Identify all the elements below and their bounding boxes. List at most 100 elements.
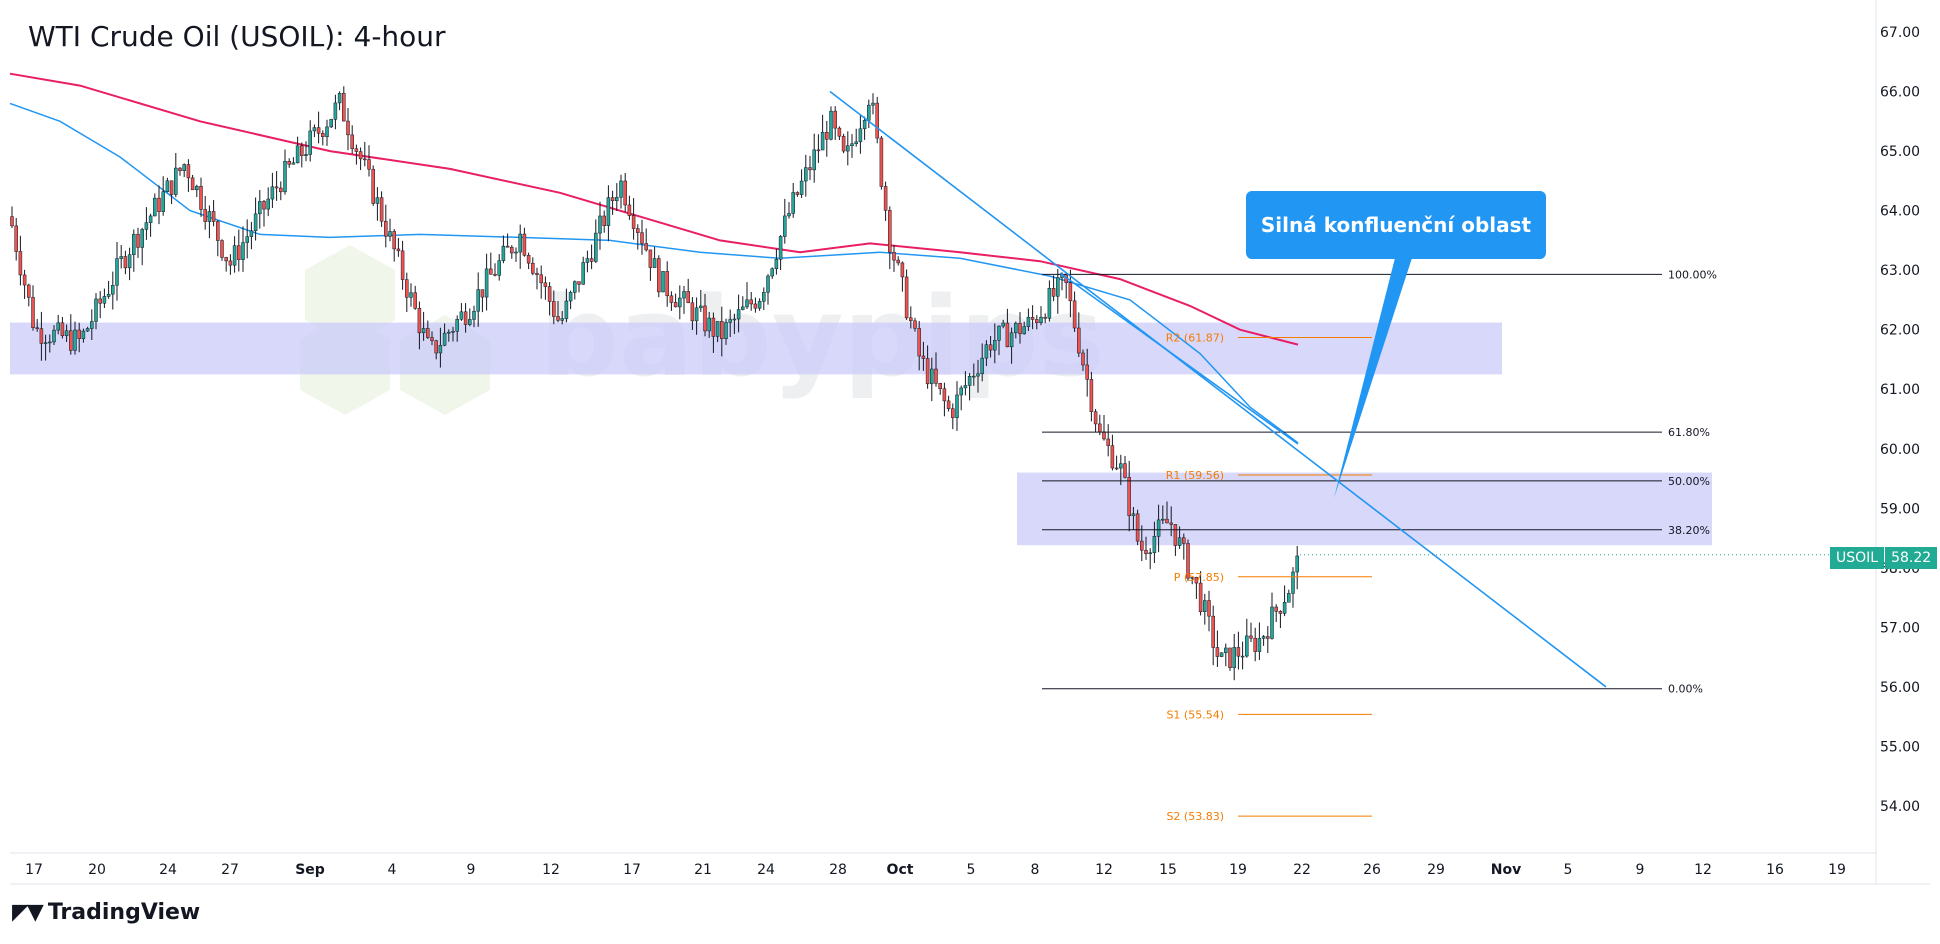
candle-body: [543, 282, 548, 287]
candle-body: [816, 149, 821, 152]
candle-body: [106, 293, 111, 297]
candle-body: [346, 120, 350, 136]
candle-body: [959, 387, 963, 396]
candle-body: [409, 292, 413, 298]
candle-body: [1245, 635, 1249, 657]
candle-body: [686, 291, 690, 304]
candle-body: [728, 319, 732, 323]
candle-body: [1001, 322, 1005, 327]
candle-body: [463, 311, 468, 325]
candle-body: [623, 180, 627, 206]
candle-body: [1072, 300, 1077, 329]
candle-body: [846, 145, 850, 152]
candle-body: [18, 251, 23, 276]
time-tick-label: 19: [1229, 862, 1247, 878]
candle-body: [946, 400, 951, 409]
candle-body: [333, 102, 338, 120]
candle-body: [81, 330, 86, 339]
candle-body: [854, 141, 858, 144]
price-tick-label: 66.00: [1880, 85, 1920, 101]
candle-body: [249, 230, 254, 237]
candle-body: [115, 258, 119, 286]
candle-body: [988, 344, 993, 351]
candle-body: [1182, 537, 1186, 544]
candle-body: [174, 167, 178, 195]
brand-label: TradingView: [47, 900, 201, 925]
fibonacci-retracement[interactable]: 100.00% 61.80% 50.00% 38.20% 0.00%: [1042, 268, 1717, 696]
candle-body: [35, 327, 39, 329]
time-tick-label: Sep: [295, 862, 325, 878]
callout-label[interactable]: Silná konfluenční oblast: [1246, 191, 1546, 259]
candle-body: [1203, 600, 1207, 612]
candle-body: [1081, 352, 1085, 366]
candle-body: [1219, 652, 1224, 657]
candle-body: [136, 233, 140, 248]
candle-body: [90, 321, 94, 329]
candle-body: [190, 177, 195, 191]
candle-body: [1127, 477, 1131, 516]
candle-body: [720, 321, 724, 339]
ema-short-line: [9, 102, 1299, 444]
candle-body: [967, 376, 972, 386]
candle-body: [161, 191, 165, 212]
candle-body: [388, 231, 392, 237]
candle-body: [589, 258, 594, 262]
candle-body: [1152, 536, 1157, 554]
last-price-tag: USOIL 58.22: [1830, 547, 1938, 569]
candle-body: [295, 145, 300, 164]
candle-body: [833, 110, 837, 129]
time-tick-label: 28: [829, 862, 847, 878]
candle-body: [493, 274, 497, 276]
candle-body: [489, 268, 493, 275]
candle-body: [665, 271, 669, 297]
candle-body: [925, 358, 930, 385]
candle-body: [258, 201, 262, 215]
price-tick-label: 63.00: [1880, 263, 1920, 279]
candle-body: [14, 225, 18, 252]
candle-body: [476, 289, 480, 312]
candle-body: [627, 204, 632, 216]
candle-body: [459, 311, 464, 320]
candle-body: [178, 167, 182, 171]
candle-body: [253, 213, 258, 232]
trendlines[interactable]: [829, 90, 1830, 688]
candle-body: [955, 394, 959, 418]
candle-body: [22, 274, 27, 286]
candle-body: [984, 344, 989, 359]
time-tick-label: 12: [1095, 862, 1113, 878]
candle-body: [1110, 445, 1115, 469]
price-tick-label: 55.00: [1880, 739, 1920, 755]
brand-logo[interactable]: ◤▼ TradingView: [12, 900, 200, 925]
candle-body: [111, 285, 115, 295]
candle-body: [1287, 593, 1291, 603]
candle-body: [1236, 647, 1241, 657]
candle-body: [140, 229, 144, 248]
candle-body: [610, 197, 615, 202]
time-tick-label: 16: [1766, 862, 1784, 878]
time-tick-label: 17: [623, 862, 641, 878]
candle-body: [337, 92, 342, 104]
callout-pointer: [1334, 258, 1412, 498]
candle-body: [132, 233, 136, 255]
candle-body: [1295, 555, 1299, 573]
candle-body: [841, 135, 846, 152]
candle-body: [715, 321, 720, 337]
candle-body: [1056, 277, 1060, 297]
fib-level-label: 38.20%: [1668, 524, 1710, 537]
candle-body: [724, 322, 728, 339]
candle-body: [169, 180, 174, 195]
candle-body: [85, 328, 90, 332]
candle-body: [1114, 467, 1119, 470]
candle-body: [799, 180, 804, 195]
candle-body: [1102, 431, 1106, 440]
candle-body: [1249, 635, 1253, 639]
candle-body: [69, 330, 73, 351]
candle-body: [522, 233, 527, 256]
candle-body: [123, 256, 128, 269]
candle-body: [745, 299, 749, 308]
candle-body: [384, 220, 388, 237]
time-tick-label: 9: [467, 862, 476, 878]
candle-body: [10, 216, 14, 227]
candle-body: [371, 168, 375, 204]
